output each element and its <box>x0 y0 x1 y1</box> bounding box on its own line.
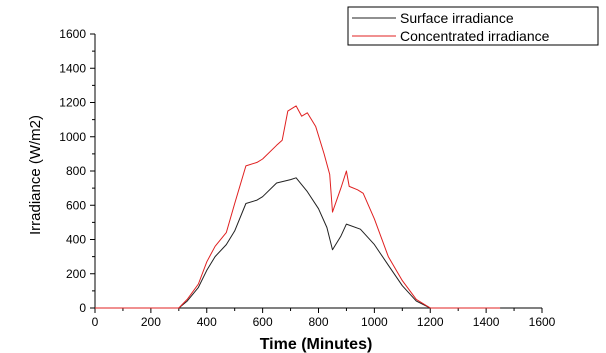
x-tick-label: 1200 <box>417 315 444 329</box>
x-tick-label: 1400 <box>473 315 500 329</box>
series-lines <box>95 105 501 309</box>
series-line-concentrated-irradiance <box>95 105 501 309</box>
legend-box <box>347 6 599 46</box>
x-tick-label: 0 <box>92 315 99 329</box>
x-axis-ticks: 0 200 400 600 800 1000 1200 1400 1600 <box>92 308 556 329</box>
y-tick-label: 400 <box>66 233 86 247</box>
series-line-surface-irradiance <box>95 177 501 309</box>
x-axis-title: Time (Minutes) <box>260 336 373 353</box>
y-tick-label: 1000 <box>59 130 86 144</box>
legend: Surface irradiance Concentrated irradianc… <box>347 6 599 46</box>
y-tick-label: 800 <box>66 164 86 178</box>
x-tick-label: 1600 <box>529 315 556 329</box>
y-axis-title: Irradiance (W/m2) <box>27 115 44 235</box>
y-tick-label: 1400 <box>59 61 86 75</box>
x-tick-label: 400 <box>197 315 217 329</box>
x-tick-label: 1000 <box>361 315 388 329</box>
legend-label: Concentrated irradiance <box>400 28 550 44</box>
y-tick-label: 600 <box>66 198 86 212</box>
y-axis-ticks: 0 200 400 600 800 1000 1200 1400 1600 <box>59 27 95 315</box>
y-tick-label: 0 <box>79 301 86 315</box>
x-tick-label: 600 <box>253 315 273 329</box>
y-tick-label: 1200 <box>59 96 86 110</box>
y-tick-label: 1600 <box>59 27 86 41</box>
x-tick-label: 200 <box>141 315 161 329</box>
legend-label: Surface irradiance <box>400 10 514 26</box>
y-tick-label: 200 <box>66 267 86 281</box>
x-tick-label: 800 <box>308 315 328 329</box>
